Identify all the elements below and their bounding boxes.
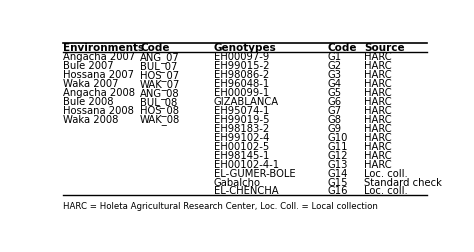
Text: G15: G15 bbox=[328, 177, 348, 187]
Text: G6: G6 bbox=[328, 97, 342, 107]
Text: EL-GUMER-BOLE: EL-GUMER-BOLE bbox=[213, 168, 295, 178]
Text: EH98183-2: EH98183-2 bbox=[213, 123, 269, 133]
Text: Source: Source bbox=[364, 43, 405, 53]
Text: Hossana 2007: Hossana 2007 bbox=[63, 70, 134, 80]
Text: HARC: HARC bbox=[364, 114, 392, 124]
Text: EL-CHENCHA: EL-CHENCHA bbox=[213, 186, 278, 196]
Text: G3: G3 bbox=[328, 70, 341, 80]
Text: Angacha 2008: Angacha 2008 bbox=[63, 88, 135, 98]
Text: HARC: HARC bbox=[364, 52, 392, 62]
Text: ANG_08: ANG_08 bbox=[140, 87, 180, 98]
Text: Code: Code bbox=[140, 43, 170, 53]
Text: G5: G5 bbox=[328, 88, 342, 98]
Text: EH00102-4-1: EH00102-4-1 bbox=[213, 159, 279, 169]
Text: Waka 2007: Waka 2007 bbox=[63, 79, 118, 89]
Text: HARC: HARC bbox=[364, 141, 392, 151]
Text: Angacha 2007: Angacha 2007 bbox=[63, 52, 135, 62]
Text: G9: G9 bbox=[328, 123, 342, 133]
Text: G16: G16 bbox=[328, 186, 348, 196]
Text: EH99019-5: EH99019-5 bbox=[213, 114, 269, 124]
Text: HARC: HARC bbox=[364, 79, 392, 89]
Text: BUL_08: BUL_08 bbox=[140, 96, 177, 107]
Text: EH95074-1: EH95074-1 bbox=[213, 106, 269, 116]
Text: EH00102-5: EH00102-5 bbox=[213, 141, 269, 151]
Text: HARC: HARC bbox=[364, 97, 392, 107]
Text: HARC: HARC bbox=[364, 88, 392, 98]
Text: Genotypes: Genotypes bbox=[213, 43, 276, 53]
Text: HARC: HARC bbox=[364, 159, 392, 169]
Text: Waka 2008: Waka 2008 bbox=[63, 114, 118, 124]
Text: EH96048-1: EH96048-1 bbox=[213, 79, 269, 89]
Text: G4: G4 bbox=[328, 79, 341, 89]
Text: G1: G1 bbox=[328, 52, 342, 62]
Text: G12: G12 bbox=[328, 150, 348, 160]
Text: G2: G2 bbox=[328, 61, 342, 71]
Text: HARC: HARC bbox=[364, 132, 392, 142]
Text: HARC: HARC bbox=[364, 123, 392, 133]
Text: HARC: HARC bbox=[364, 106, 392, 116]
Text: WAK_07: WAK_07 bbox=[140, 78, 181, 89]
Text: EH99015-2: EH99015-2 bbox=[213, 61, 269, 71]
Text: G10: G10 bbox=[328, 132, 348, 142]
Text: G13: G13 bbox=[328, 159, 348, 169]
Text: G7: G7 bbox=[328, 106, 342, 116]
Text: Environments: Environments bbox=[63, 43, 144, 53]
Text: G14: G14 bbox=[328, 168, 348, 178]
Text: WAK_08: WAK_08 bbox=[140, 114, 180, 125]
Text: HOS_08: HOS_08 bbox=[140, 105, 179, 116]
Text: G8: G8 bbox=[328, 114, 341, 124]
Text: G11: G11 bbox=[328, 141, 348, 151]
Text: Loc. coll.: Loc. coll. bbox=[364, 186, 408, 196]
Text: Bule 2007: Bule 2007 bbox=[63, 61, 114, 71]
Text: ANG_07: ANG_07 bbox=[140, 52, 180, 62]
Text: Bule 2008: Bule 2008 bbox=[63, 97, 113, 107]
Text: EH99102-4: EH99102-4 bbox=[213, 132, 269, 142]
Text: EH00099-1: EH00099-1 bbox=[213, 88, 269, 98]
Text: EH00097-9: EH00097-9 bbox=[213, 52, 269, 62]
Text: GIZABLANCA: GIZABLANCA bbox=[213, 97, 279, 107]
Text: BUL_07: BUL_07 bbox=[140, 61, 177, 72]
Text: HARC: HARC bbox=[364, 61, 392, 71]
Text: HARC: HARC bbox=[364, 70, 392, 80]
Text: EH98086-2: EH98086-2 bbox=[213, 70, 269, 80]
Text: HOS_07: HOS_07 bbox=[140, 70, 179, 80]
Text: HARC = Holeta Agricultural Research Center, Loc. Coll. = Local collection: HARC = Holeta Agricultural Research Cent… bbox=[63, 201, 378, 210]
Text: Code: Code bbox=[328, 43, 357, 53]
Text: Loc. coll.: Loc. coll. bbox=[364, 168, 408, 178]
Text: Gabalcho: Gabalcho bbox=[213, 177, 261, 187]
Text: Hossana 2008: Hossana 2008 bbox=[63, 106, 134, 116]
Text: Standard check: Standard check bbox=[364, 177, 442, 187]
Text: EH98145-1: EH98145-1 bbox=[213, 150, 269, 160]
Text: HARC: HARC bbox=[364, 150, 392, 160]
